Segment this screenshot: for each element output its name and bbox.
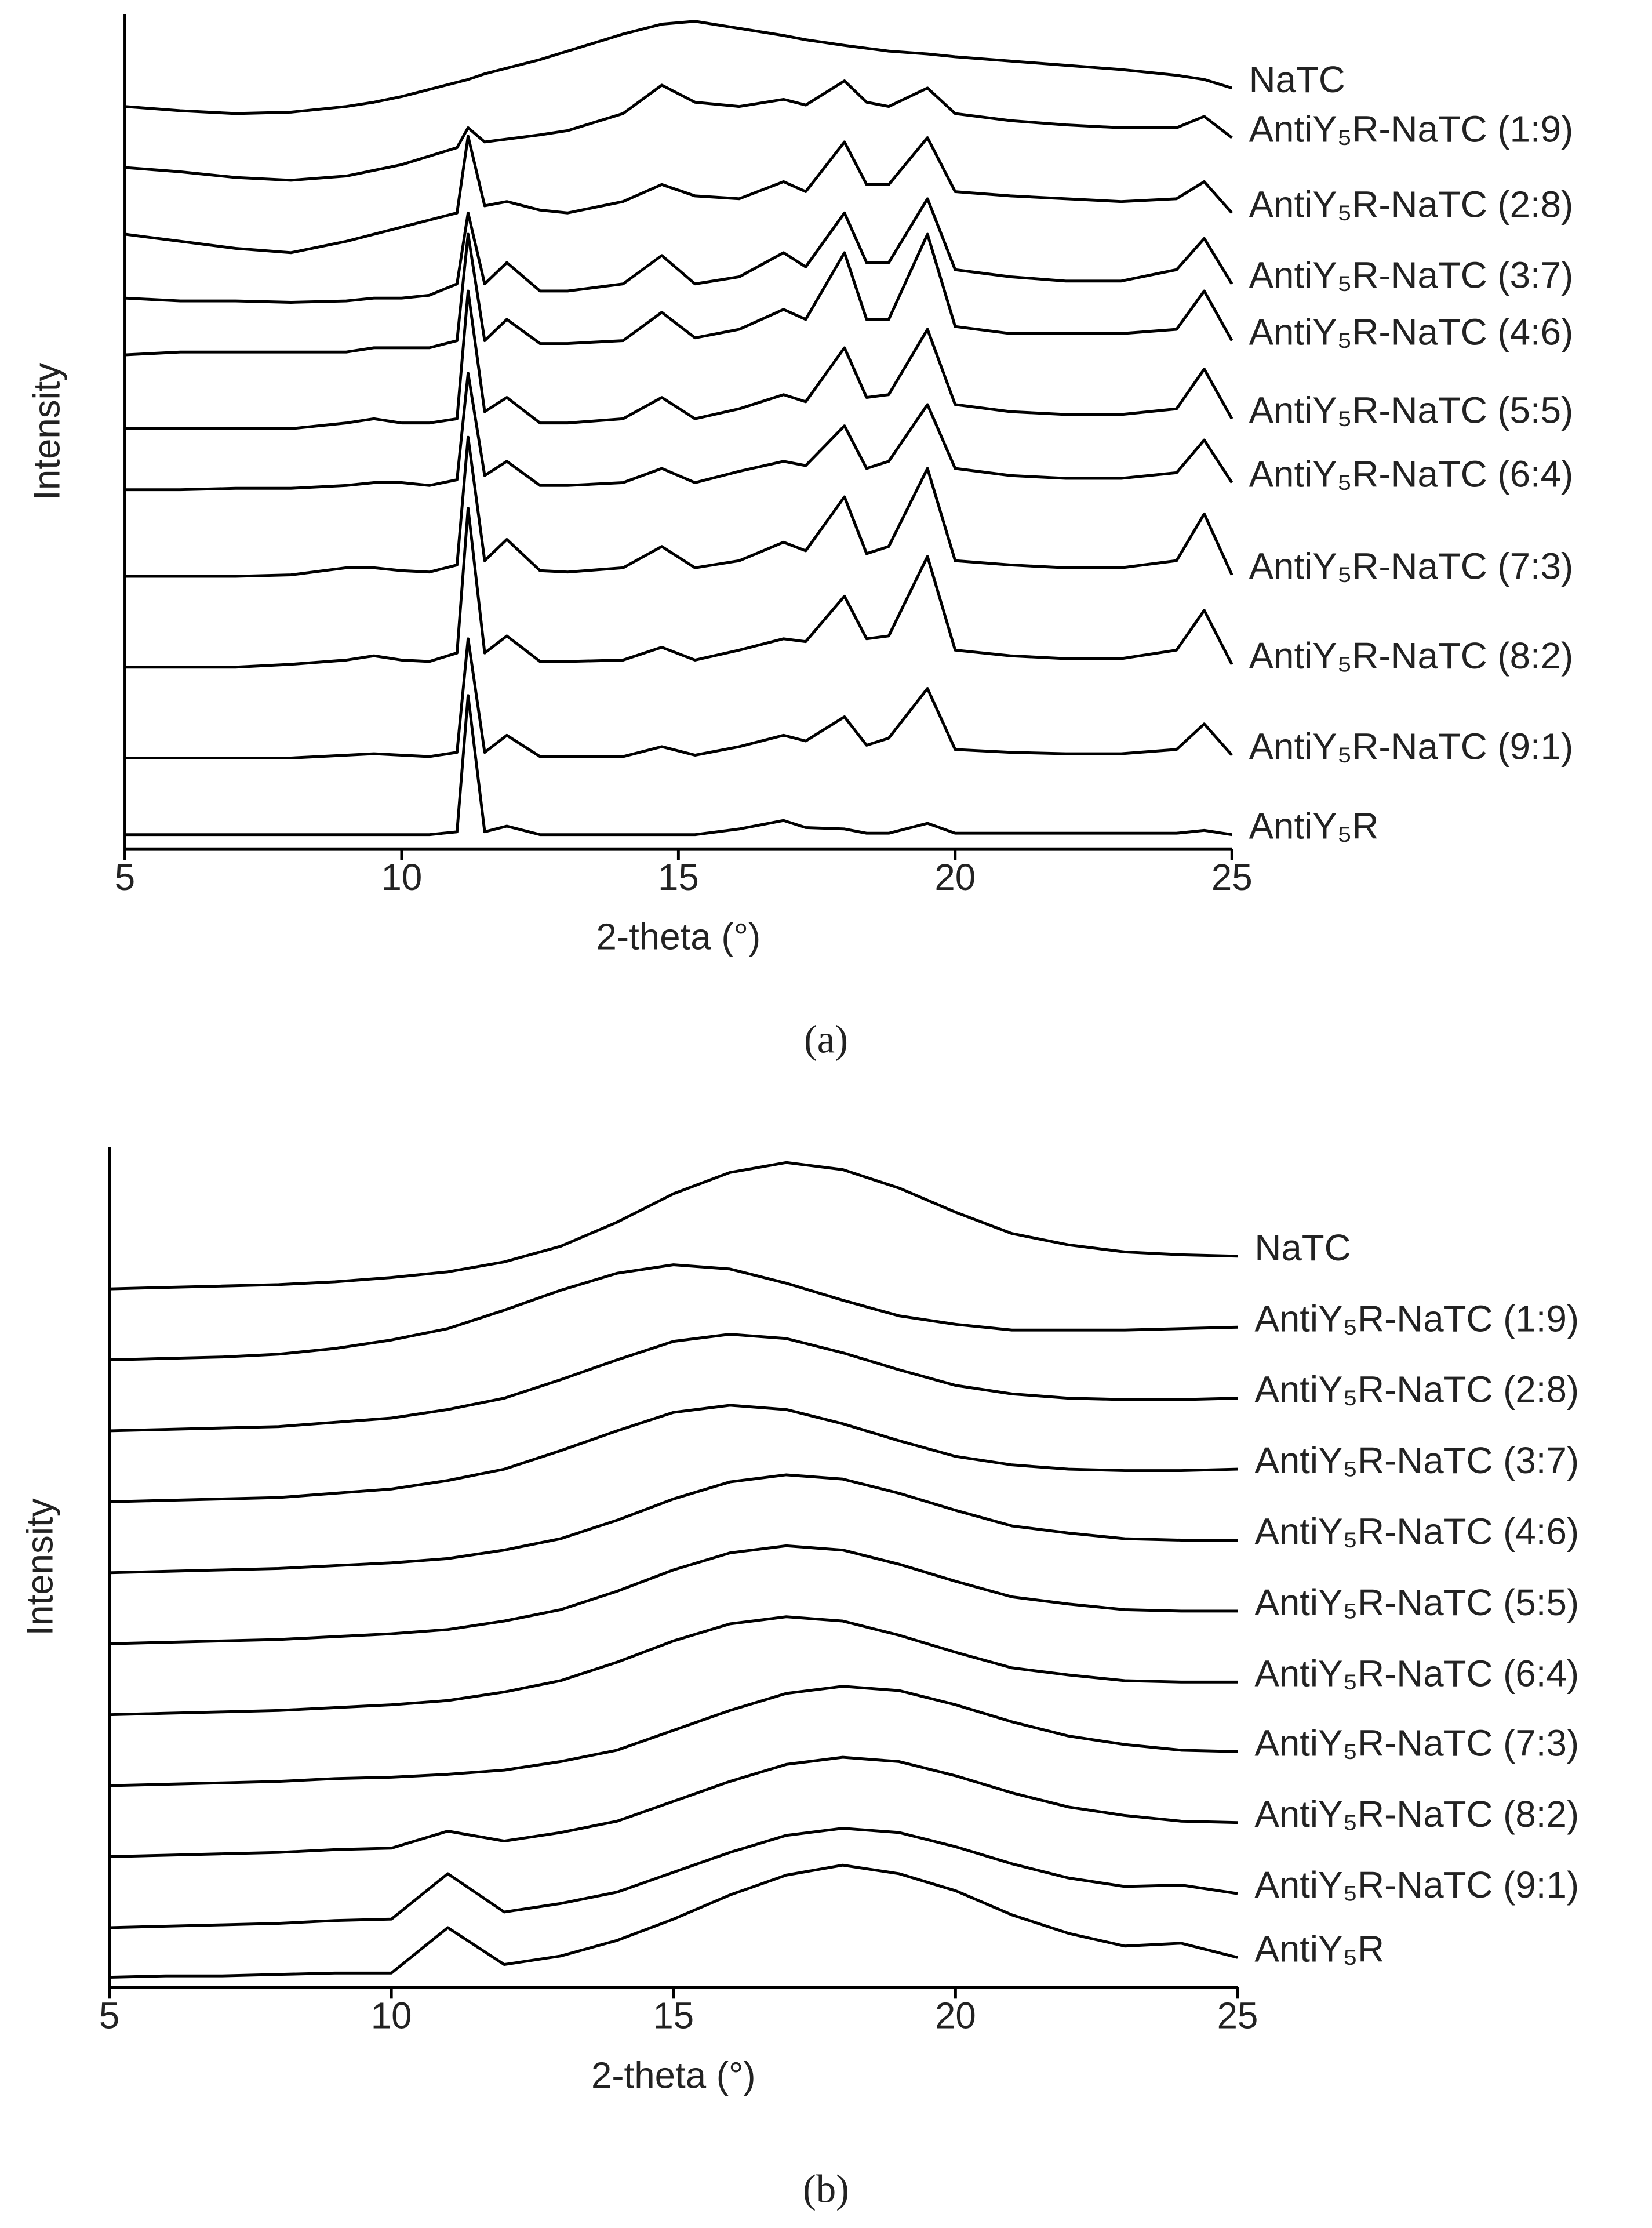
trace	[125, 20, 1232, 115]
series-label: AntiY₅R-NaTC (9:1)	[1254, 1864, 1579, 1906]
trace	[109, 1863, 1238, 1979]
series-label: AntiY₅R-NaTC (9:1)	[1249, 726, 1574, 768]
x-tick-label: 25	[1211, 857, 1253, 898]
trace	[125, 507, 1233, 669]
trace	[109, 1333, 1238, 1433]
panel-label: (a)	[804, 1017, 848, 1061]
trace	[125, 372, 1233, 492]
trace	[109, 1827, 1238, 1929]
trace	[109, 1263, 1238, 1362]
x-axis-label: 2-theta (°)	[591, 2055, 756, 2096]
series-label: AntiY₅R-NaTC (7:3)	[1254, 1722, 1579, 1764]
trace	[109, 1685, 1238, 1787]
series-label: AntiY₅R-NaTC (2:8)	[1254, 1369, 1579, 1411]
series-label: AntiY₅R-NaTC (3:7)	[1249, 255, 1574, 296]
x-tick-label: 20	[934, 857, 976, 898]
trace	[109, 1404, 1238, 1503]
x-axis-label: 2-theta (°)	[596, 917, 761, 958]
trace	[125, 289, 1233, 430]
trace	[109, 1473, 1238, 1575]
y-axis-label: Intensity	[19, 1498, 60, 1635]
series-label: AntiY₅R-NaTC (4:6)	[1254, 1511, 1579, 1553]
series-label: NaTC	[1249, 59, 1345, 100]
x-tick-label: 5	[99, 1995, 119, 2036]
trace	[125, 694, 1232, 837]
trace	[109, 1161, 1238, 1291]
x-tick-label: 5	[115, 857, 135, 898]
trace	[125, 197, 1233, 304]
trace	[125, 435, 1233, 578]
trace	[125, 135, 1233, 255]
series-label: AntiY₅R-NaTC (5:5)	[1249, 390, 1574, 431]
series-label: AntiY₅R-NaTC (7:3)	[1249, 546, 1574, 587]
trace	[109, 1544, 1238, 1645]
series-label: AntiY₅R-NaTC (1:9)	[1254, 1298, 1579, 1339]
trace	[125, 79, 1233, 182]
series-label: AntiY₅R-NaTC (6:4)	[1249, 453, 1574, 495]
series-label: AntiY₅R-NaTC (1:9)	[1249, 109, 1574, 150]
series-label: AntiY₅R-NaTC (8:2)	[1249, 635, 1574, 677]
y-axis-label: Intensity	[27, 363, 68, 500]
series-label: AntiY₅R	[1254, 1928, 1384, 1969]
x-tick-label: 20	[935, 1995, 976, 2036]
series-label: AntiY₅R-NaTC (8:2)	[1254, 1794, 1579, 1835]
panel-label: (b)	[803, 2167, 849, 2211]
x-tick-label: 15	[653, 1995, 694, 2036]
series-label: AntiY₅R-NaTC (2:8)	[1249, 184, 1574, 225]
x-tick-label: 15	[658, 857, 699, 898]
trace	[109, 1755, 1238, 1858]
series-label: AntiY₅R-NaTC (5:5)	[1254, 1582, 1579, 1623]
trace	[109, 1615, 1238, 1717]
series-label: AntiY₅R	[1249, 806, 1379, 847]
series-label: NaTC	[1254, 1227, 1351, 1269]
x-tick-label: 10	[371, 1995, 412, 2036]
trace	[125, 232, 1233, 357]
x-tick-label: 10	[381, 857, 423, 898]
series-label: AntiY₅R-NaTC (3:7)	[1254, 1440, 1579, 1481]
series-label: AntiY₅R-NaTC (6:4)	[1254, 1653, 1579, 1694]
x-tick-label: 25	[1217, 1995, 1258, 2036]
trace	[125, 637, 1233, 759]
series-label: AntiY₅R-NaTC (4:6)	[1249, 312, 1574, 353]
